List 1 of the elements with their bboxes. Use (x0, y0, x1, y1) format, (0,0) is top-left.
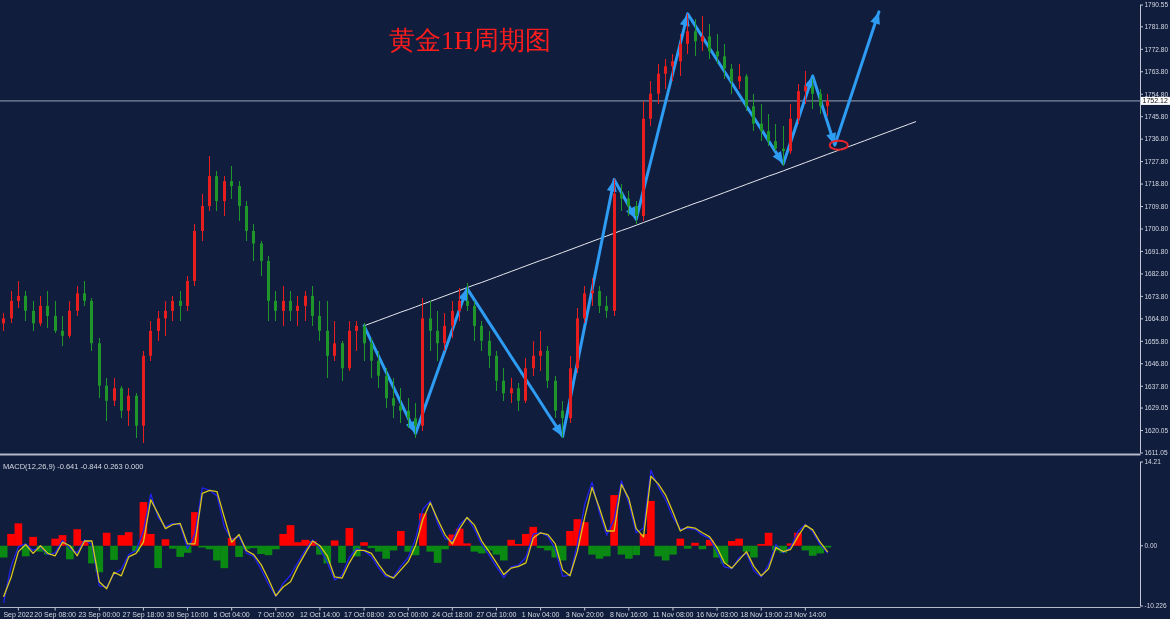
text: 黄金1H周期图 (389, 26, 551, 55)
